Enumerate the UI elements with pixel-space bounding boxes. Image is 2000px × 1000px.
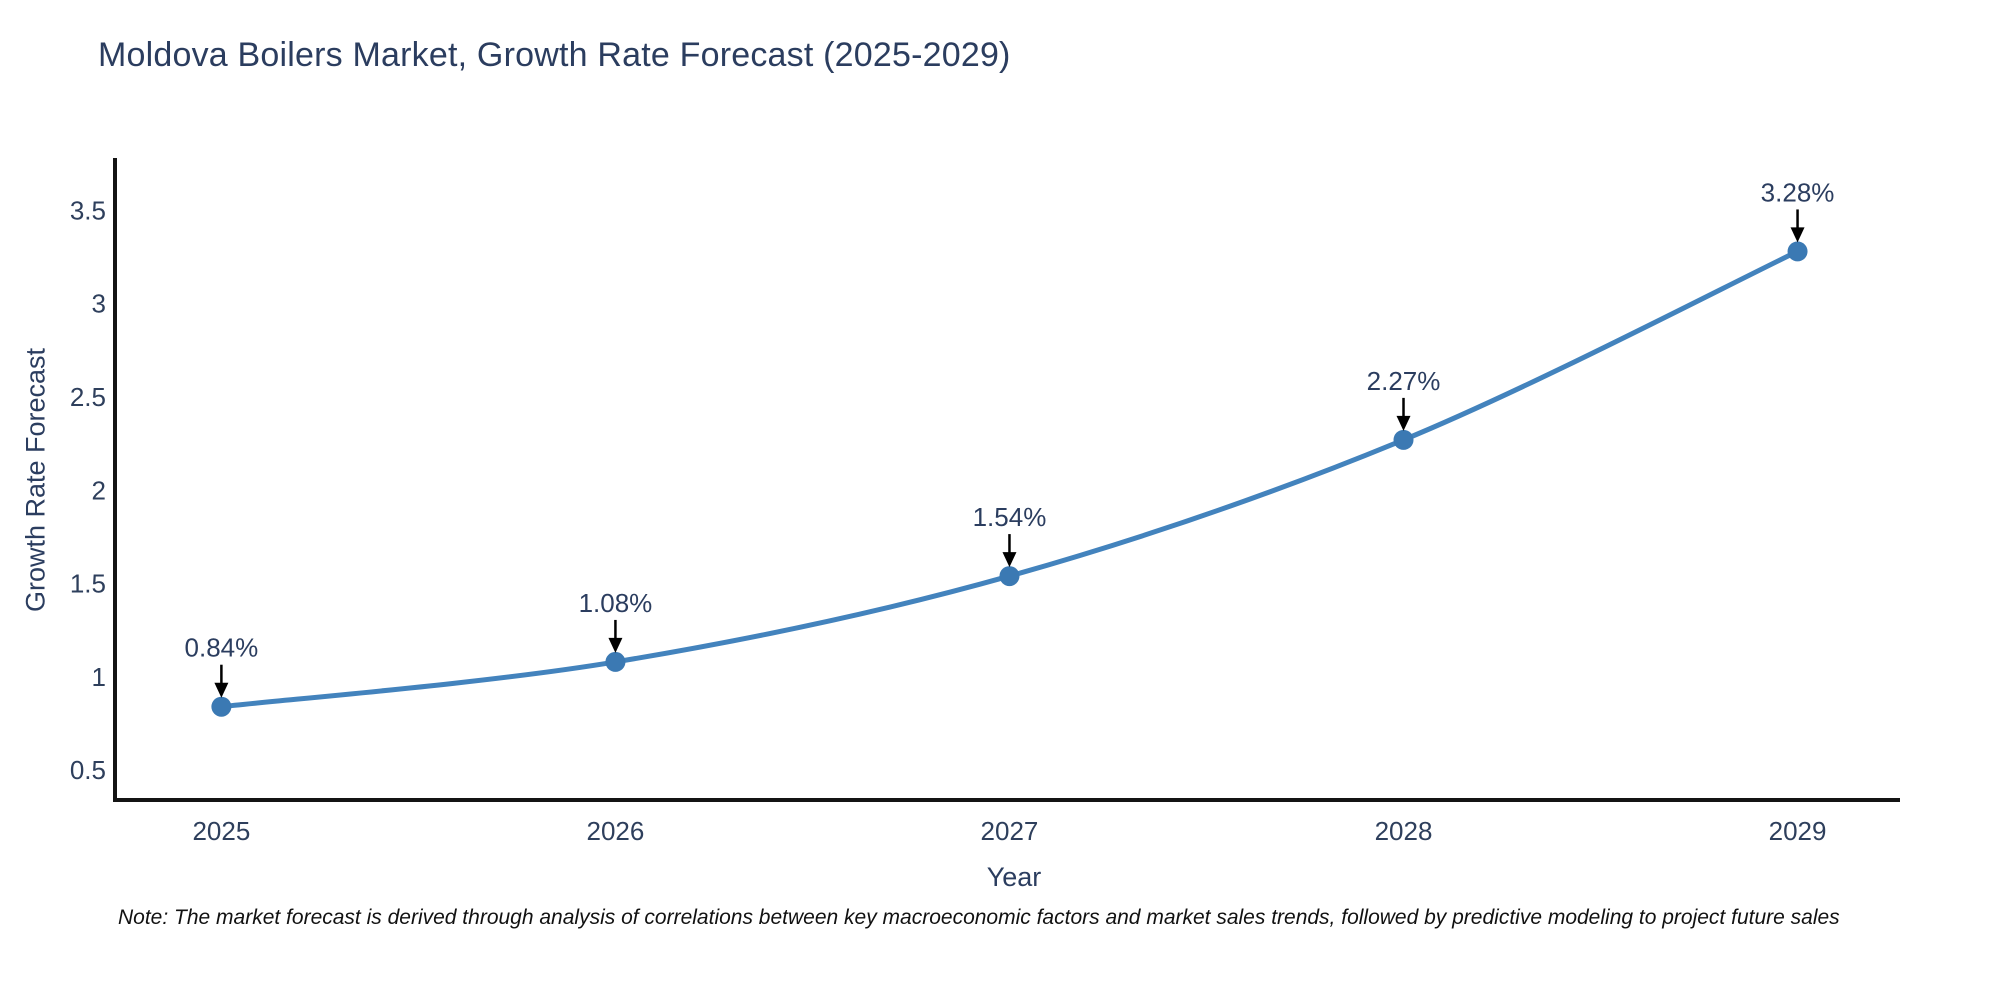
x-tick-label: 2029 (1769, 816, 1827, 846)
x-tick-label: 2028 (1375, 816, 1433, 846)
data-point (999, 566, 1020, 587)
x-tick-label: 2025 (192, 816, 250, 846)
data-point (1393, 429, 1414, 450)
annotation-arrowhead-icon (608, 637, 623, 653)
x-tick-label: 2026 (587, 816, 645, 846)
point-annotation: 2.27% (1367, 366, 1441, 396)
y-tick-label: 0.5 (70, 755, 106, 785)
y-tick-label: 2.5 (70, 382, 106, 412)
annotation-arrowhead-icon (1002, 552, 1017, 568)
data-point (1787, 241, 1808, 262)
y-tick-label: 1.5 (70, 569, 106, 599)
chart-title: Moldova Boilers Market, Growth Rate Fore… (98, 36, 1011, 74)
annotation-arrowhead-icon (1396, 415, 1411, 431)
y-tick-label: 2 (92, 475, 106, 505)
y-axis-title: Growth Rate Forecast (20, 347, 51, 613)
y-tick-label: 3.5 (70, 195, 106, 225)
data-point (605, 651, 626, 672)
y-tick-label: 1 (92, 662, 106, 692)
point-annotation: 0.84% (185, 633, 259, 663)
x-axis-title: Year (986, 862, 1042, 892)
annotation-arrowhead-icon (214, 682, 229, 698)
x-tick-label: 2027 (981, 816, 1039, 846)
footnote: Note: The market forecast is derived thr… (118, 906, 1840, 929)
point-annotation: 1.08% (579, 588, 653, 618)
annotation-arrowhead-icon (1790, 227, 1805, 243)
point-annotation: 1.54% (973, 502, 1047, 532)
series-line (218, 248, 1801, 710)
point-annotation: 3.28% (1761, 177, 1835, 207)
y-tick-label: 3 (92, 289, 106, 319)
data-point (211, 696, 232, 717)
